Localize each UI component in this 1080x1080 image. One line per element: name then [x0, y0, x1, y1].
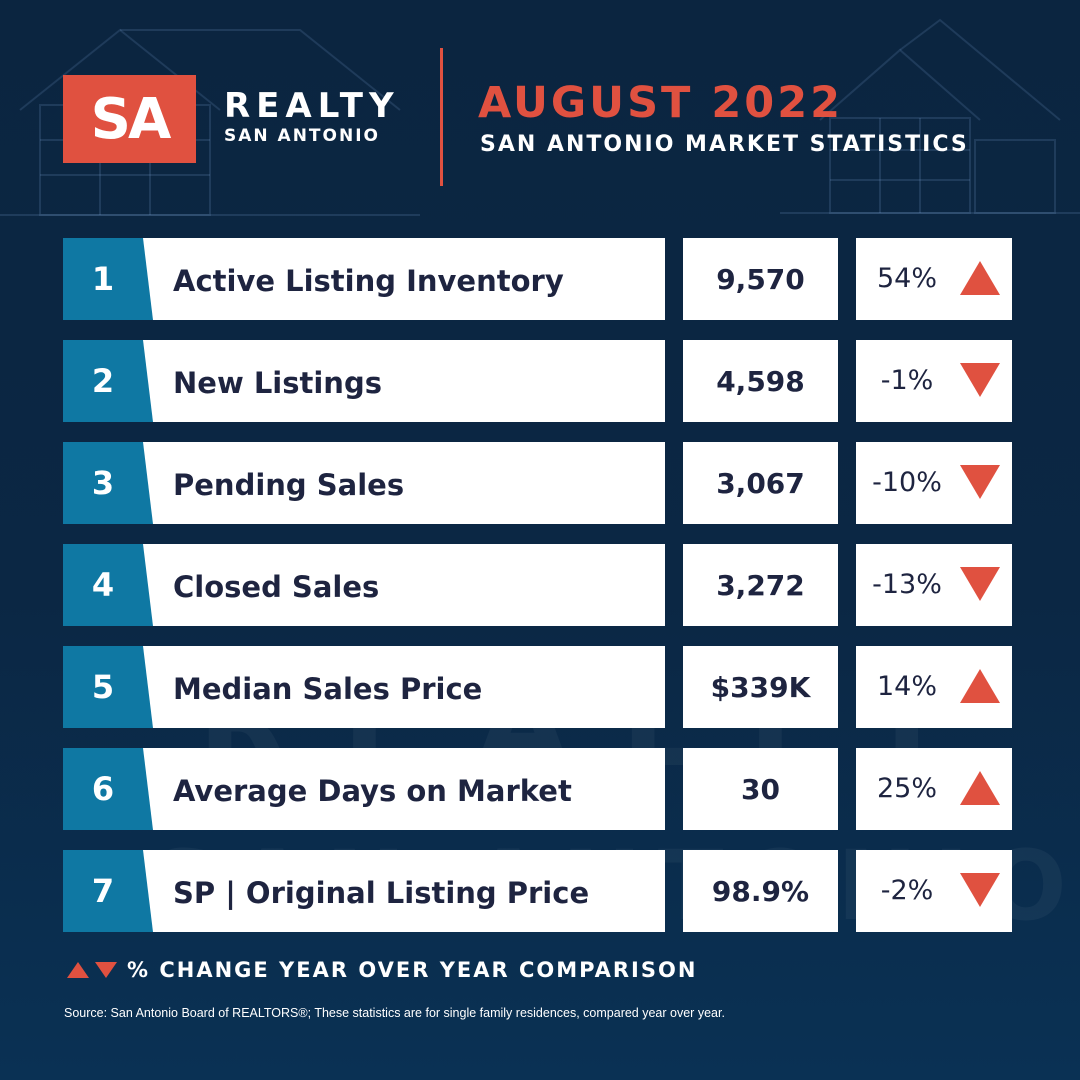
stat-number: 2: [63, 340, 153, 422]
stat-change: -1%: [880, 365, 934, 396]
logo-realty-text: REALTY: [224, 86, 400, 126]
triangle-down-icon: [960, 465, 1000, 499]
source-note: Source: San Antonio Board of REALTORS®; …: [64, 1006, 725, 1020]
logo-wordmark: REALTY SAN ANTONIO: [224, 88, 400, 146]
stat-value: 30: [683, 748, 838, 830]
triangle-up-icon: [960, 261, 1000, 295]
triangle-down-icon: [960, 567, 1000, 601]
stat-change: 25%: [876, 773, 937, 804]
stat-number: 3: [63, 442, 153, 524]
stat-label-box: 2 New Listings: [63, 340, 665, 422]
stat-value: 3,067: [683, 442, 838, 524]
sa-logo-mark: SA: [63, 75, 196, 163]
legend-text: % CHANGE YEAR OVER YEAR COMPARISON: [127, 958, 698, 982]
stat-number: 4: [63, 544, 153, 626]
stat-change-box: -1%: [856, 340, 1012, 422]
stat-number: 7: [63, 850, 153, 932]
stat-change: -2%: [880, 875, 934, 906]
stat-change: -13%: [872, 569, 942, 600]
triangle-up-icon: [960, 771, 1000, 805]
stat-value: 4,598: [683, 340, 838, 422]
stat-label: Average Days on Market: [173, 774, 572, 808]
stat-number: 6: [63, 748, 153, 830]
header-divider: [440, 48, 443, 186]
stat-label: Median Sales Price: [173, 672, 483, 706]
stat-label-box: 1 Active Listing Inventory: [63, 238, 665, 320]
page-title: AUGUST 2022: [478, 78, 844, 128]
stat-change-box: -10%: [856, 442, 1012, 524]
stat-label-box: 5 Median Sales Price: [63, 646, 665, 728]
triangle-down-icon: [960, 873, 1000, 907]
triangle-down-icon: [960, 363, 1000, 397]
stat-label-box: 3 Pending Sales: [63, 442, 665, 524]
stat-value: 9,570: [683, 238, 838, 320]
stat-value: 98.9%: [683, 850, 838, 932]
stat-label-box: 6 Average Days on Market: [63, 748, 665, 830]
legend: % CHANGE YEAR OVER YEAR COMPARISON: [67, 957, 697, 983]
stat-label: New Listings: [173, 366, 382, 400]
stat-change-box: -13%: [856, 544, 1012, 626]
stat-change: 14%: [876, 671, 937, 702]
logo-city-text: SAN ANTONIO: [224, 126, 380, 146]
stat-value: 3,272: [683, 544, 838, 626]
stat-change: -10%: [872, 467, 942, 498]
stat-change-box: 54%: [856, 238, 1012, 320]
triangle-down-icon: [95, 962, 117, 978]
stat-change-box: -2%: [856, 850, 1012, 932]
stat-label: Pending Sales: [173, 468, 405, 502]
triangle-up-icon: [67, 962, 89, 978]
stat-value: $339K: [683, 646, 838, 728]
stat-label: Active Listing Inventory: [173, 264, 564, 298]
stat-label: Closed Sales: [173, 570, 380, 604]
triangle-up-icon: [960, 669, 1000, 703]
stat-label-box: 4 Closed Sales: [63, 544, 665, 626]
page-subtitle: SAN ANTONIO MARKET STATISTICS: [480, 132, 969, 157]
stat-change-box: 14%: [856, 646, 1012, 728]
stat-change: 54%: [876, 263, 937, 294]
stat-label: SP | Original Listing Price: [173, 876, 590, 910]
stat-change-box: 25%: [856, 748, 1012, 830]
stat-number: 1: [63, 238, 153, 320]
stat-label-box: 7 SP | Original Listing Price: [63, 850, 665, 932]
stat-number: 5: [63, 646, 153, 728]
